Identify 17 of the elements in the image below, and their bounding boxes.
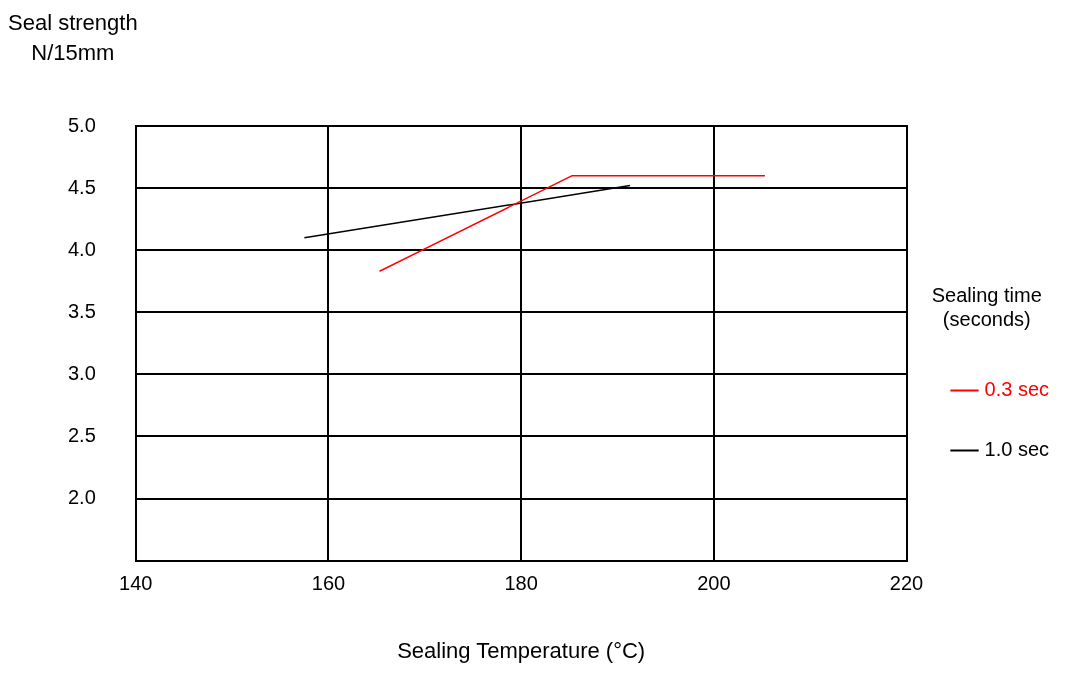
x-tick-label: 180	[504, 572, 538, 595]
y-tick-label: 4.5	[67, 175, 96, 198]
legend-title: Sealing time (seconds)	[931, 284, 1042, 331]
legend-label: 1.0 sec	[984, 438, 1049, 461]
y-tick-label: 2.5	[67, 423, 96, 446]
y-tick-label: 3.0	[67, 361, 96, 384]
x-tick-label: 160	[311, 572, 346, 595]
y-tick-label: 5.0	[67, 113, 96, 136]
y-tick-label: 3.5	[67, 299, 96, 322]
y-tick-label: 4.0	[67, 237, 96, 260]
y-axis-title: Seal strength N/15mm	[8, 9, 138, 67]
legend-label: 0.3 sec	[984, 378, 1049, 401]
x-tick-label: 140	[119, 572, 153, 595]
x-axis-title: Sealing Temperature (°C)	[397, 637, 646, 663]
x-tick-label: 220	[889, 572, 924, 595]
y-tick-label: 2.0	[67, 486, 96, 509]
x-tick-label: 200	[697, 572, 731, 595]
